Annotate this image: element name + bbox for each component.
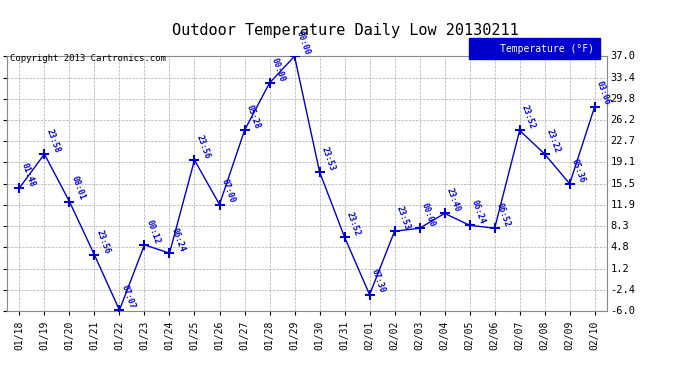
Text: 00:00: 00:00 xyxy=(295,30,312,56)
Text: 23:53: 23:53 xyxy=(319,146,337,172)
Text: 37.0: 37.0 xyxy=(611,51,635,61)
Text: 05:28: 05:28 xyxy=(244,104,262,130)
Text: 23:52: 23:52 xyxy=(344,210,362,237)
Text: Temperature (°F): Temperature (°F) xyxy=(500,44,594,54)
Text: 11.9: 11.9 xyxy=(611,200,635,210)
Text: 15.5: 15.5 xyxy=(611,179,635,189)
Text: 22.7: 22.7 xyxy=(611,136,635,146)
Text: 1.2: 1.2 xyxy=(611,264,629,273)
Text: 23:56: 23:56 xyxy=(95,228,112,255)
Text: -2.4: -2.4 xyxy=(611,285,635,295)
Text: 07:07: 07:07 xyxy=(119,284,137,310)
Text: 06:24: 06:24 xyxy=(470,199,486,225)
Text: 23:22: 23:22 xyxy=(544,128,562,154)
Text: 00:00: 00:00 xyxy=(270,56,286,83)
Text: 08:01: 08:01 xyxy=(70,175,86,201)
Text: 00:00: 00:00 xyxy=(420,202,437,228)
Text: 33.4: 33.4 xyxy=(611,73,635,82)
Text: 05:36: 05:36 xyxy=(570,157,586,184)
Text: -6.0: -6.0 xyxy=(611,306,635,316)
Text: 07:00: 07:00 xyxy=(219,178,237,204)
Text: 07:30: 07:30 xyxy=(370,268,386,295)
Text: 23:52: 23:52 xyxy=(520,104,537,130)
Text: Outdoor Temperature Daily Low 20130211: Outdoor Temperature Daily Low 20130211 xyxy=(172,22,518,38)
Text: 26.2: 26.2 xyxy=(611,115,635,125)
Text: 23:40: 23:40 xyxy=(444,187,462,213)
Text: 29.8: 29.8 xyxy=(611,94,635,104)
Text: 4.8: 4.8 xyxy=(611,242,629,252)
Text: Copyright 2013 Cartronics.com: Copyright 2013 Cartronics.com xyxy=(10,54,166,63)
Text: 01:48: 01:48 xyxy=(19,161,37,188)
Text: 00:12: 00:12 xyxy=(144,218,161,245)
Text: 06:52: 06:52 xyxy=(495,202,512,228)
Text: 23:56: 23:56 xyxy=(195,134,212,160)
Text: 19.1: 19.1 xyxy=(611,158,635,167)
Text: 23:53: 23:53 xyxy=(395,205,412,231)
Text: 23:58: 23:58 xyxy=(44,128,61,154)
Text: 06:24: 06:24 xyxy=(170,226,186,253)
Text: 03:06: 03:06 xyxy=(595,80,612,106)
Text: 8.3: 8.3 xyxy=(611,222,629,231)
